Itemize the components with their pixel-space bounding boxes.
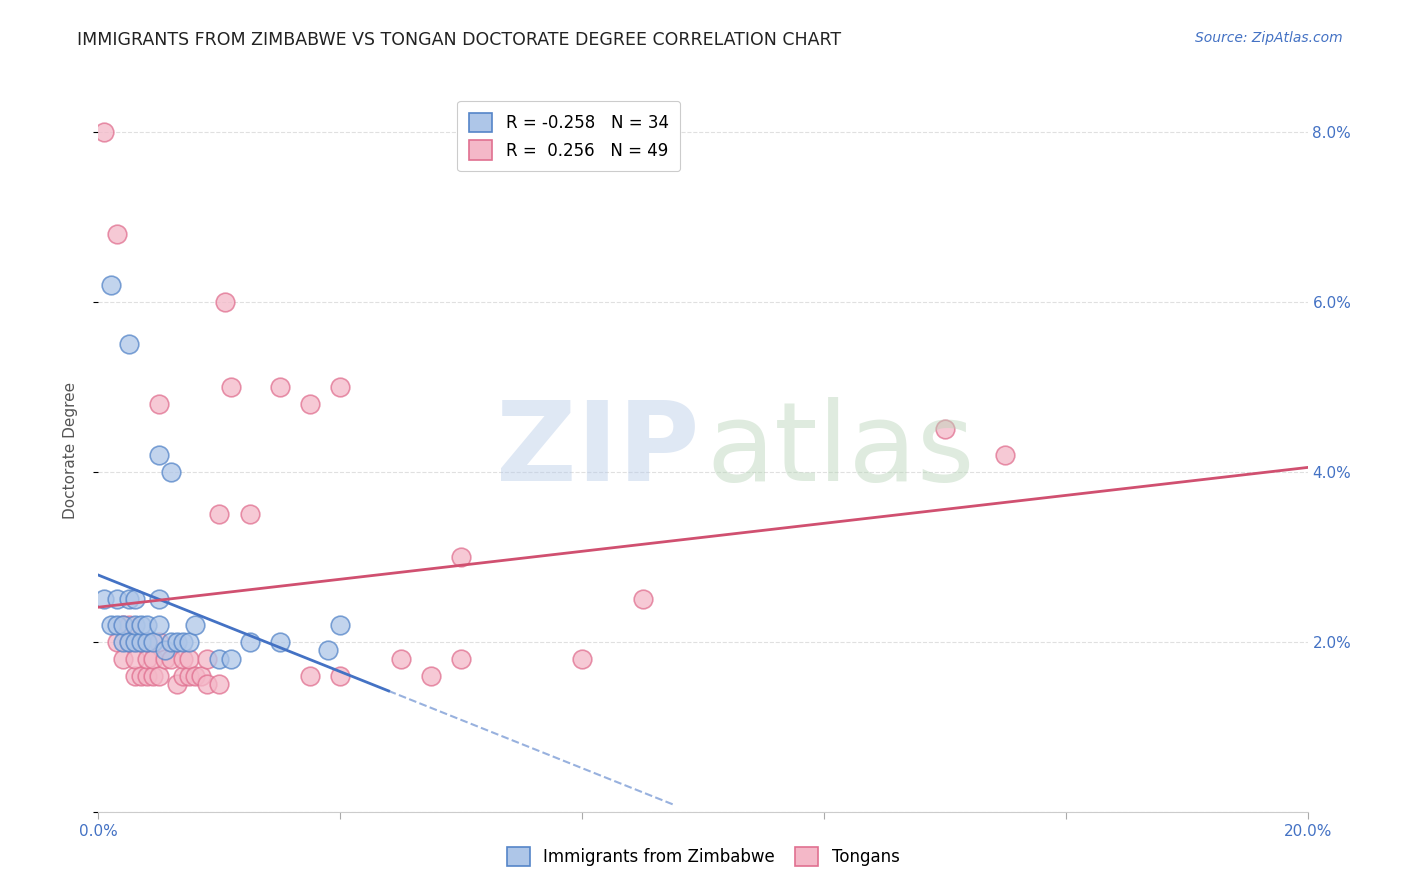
Point: [111, 617, 134, 632]
Point: [239, 507, 262, 521]
Point: [269, 634, 291, 648]
Text: atlas: atlas: [707, 397, 976, 504]
Point: [179, 669, 201, 683]
Point: [135, 669, 157, 683]
Point: [329, 669, 352, 683]
Point: [994, 448, 1017, 462]
Point: [135, 651, 157, 665]
Point: [148, 448, 170, 462]
Point: [148, 669, 170, 683]
Point: [299, 397, 322, 411]
Point: [93, 592, 115, 607]
Point: [100, 277, 122, 292]
Point: [153, 651, 176, 665]
Point: [118, 617, 141, 632]
Point: [208, 651, 231, 665]
Point: [172, 651, 194, 665]
Point: [172, 669, 194, 683]
Point: [100, 617, 122, 632]
Point: [124, 592, 146, 607]
Point: [105, 634, 128, 648]
Text: IMMIGRANTS FROM ZIMBABWE VS TONGAN DOCTORATE DEGREE CORRELATION CHART: IMMIGRANTS FROM ZIMBABWE VS TONGAN DOCTO…: [77, 31, 841, 49]
Point: [631, 592, 654, 607]
Point: [571, 651, 593, 665]
Point: [195, 677, 218, 691]
Point: [214, 294, 236, 309]
Point: [172, 634, 194, 648]
Point: [118, 634, 141, 648]
Legend: R = -0.258   N = 34, R =  0.256   N = 49: R = -0.258 N = 34, R = 0.256 N = 49: [457, 101, 681, 171]
Point: [195, 651, 218, 665]
Point: [269, 380, 291, 394]
Point: [105, 227, 128, 241]
Point: [184, 669, 207, 683]
Point: [124, 651, 146, 665]
Point: [111, 634, 134, 648]
Point: [329, 617, 352, 632]
Point: [124, 617, 146, 632]
Point: [118, 592, 141, 607]
Point: [124, 634, 146, 648]
Point: [124, 669, 146, 683]
Point: [208, 507, 231, 521]
Point: [105, 592, 128, 607]
Point: [239, 634, 262, 648]
Point: [316, 643, 339, 657]
Point: [450, 651, 472, 665]
Point: [135, 617, 157, 632]
Point: [124, 634, 146, 648]
Point: [153, 643, 176, 657]
Point: [148, 617, 170, 632]
Point: [221, 651, 243, 665]
Point: [420, 669, 443, 683]
Point: [129, 634, 152, 648]
Point: [142, 651, 165, 665]
Point: [135, 634, 157, 648]
Point: [184, 617, 207, 632]
Point: [208, 677, 231, 691]
Point: [93, 125, 115, 139]
Point: [160, 465, 183, 479]
Point: [148, 397, 170, 411]
Y-axis label: Doctorate Degree: Doctorate Degree: [63, 382, 77, 519]
Point: [118, 337, 141, 351]
Point: [111, 617, 134, 632]
Point: [129, 617, 152, 632]
Point: [389, 651, 412, 665]
Legend: Immigrants from Zimbabwe, Tongans: Immigrants from Zimbabwe, Tongans: [501, 840, 905, 873]
Point: [179, 651, 201, 665]
Text: ZIP: ZIP: [496, 397, 699, 504]
Point: [190, 669, 212, 683]
Point: [221, 380, 243, 394]
Point: [166, 677, 188, 691]
Point: [179, 634, 201, 648]
Point: [135, 634, 157, 648]
Point: [160, 634, 183, 648]
Point: [142, 669, 165, 683]
Point: [160, 651, 183, 665]
Point: [148, 634, 170, 648]
Point: [450, 549, 472, 564]
Point: [129, 669, 152, 683]
Point: [111, 651, 134, 665]
Point: [329, 380, 352, 394]
Text: Source: ZipAtlas.com: Source: ZipAtlas.com: [1195, 31, 1343, 45]
Point: [105, 617, 128, 632]
Point: [148, 592, 170, 607]
Point: [166, 634, 188, 648]
Point: [142, 634, 165, 648]
Point: [129, 634, 152, 648]
Point: [934, 422, 956, 436]
Point: [118, 634, 141, 648]
Point: [299, 669, 322, 683]
